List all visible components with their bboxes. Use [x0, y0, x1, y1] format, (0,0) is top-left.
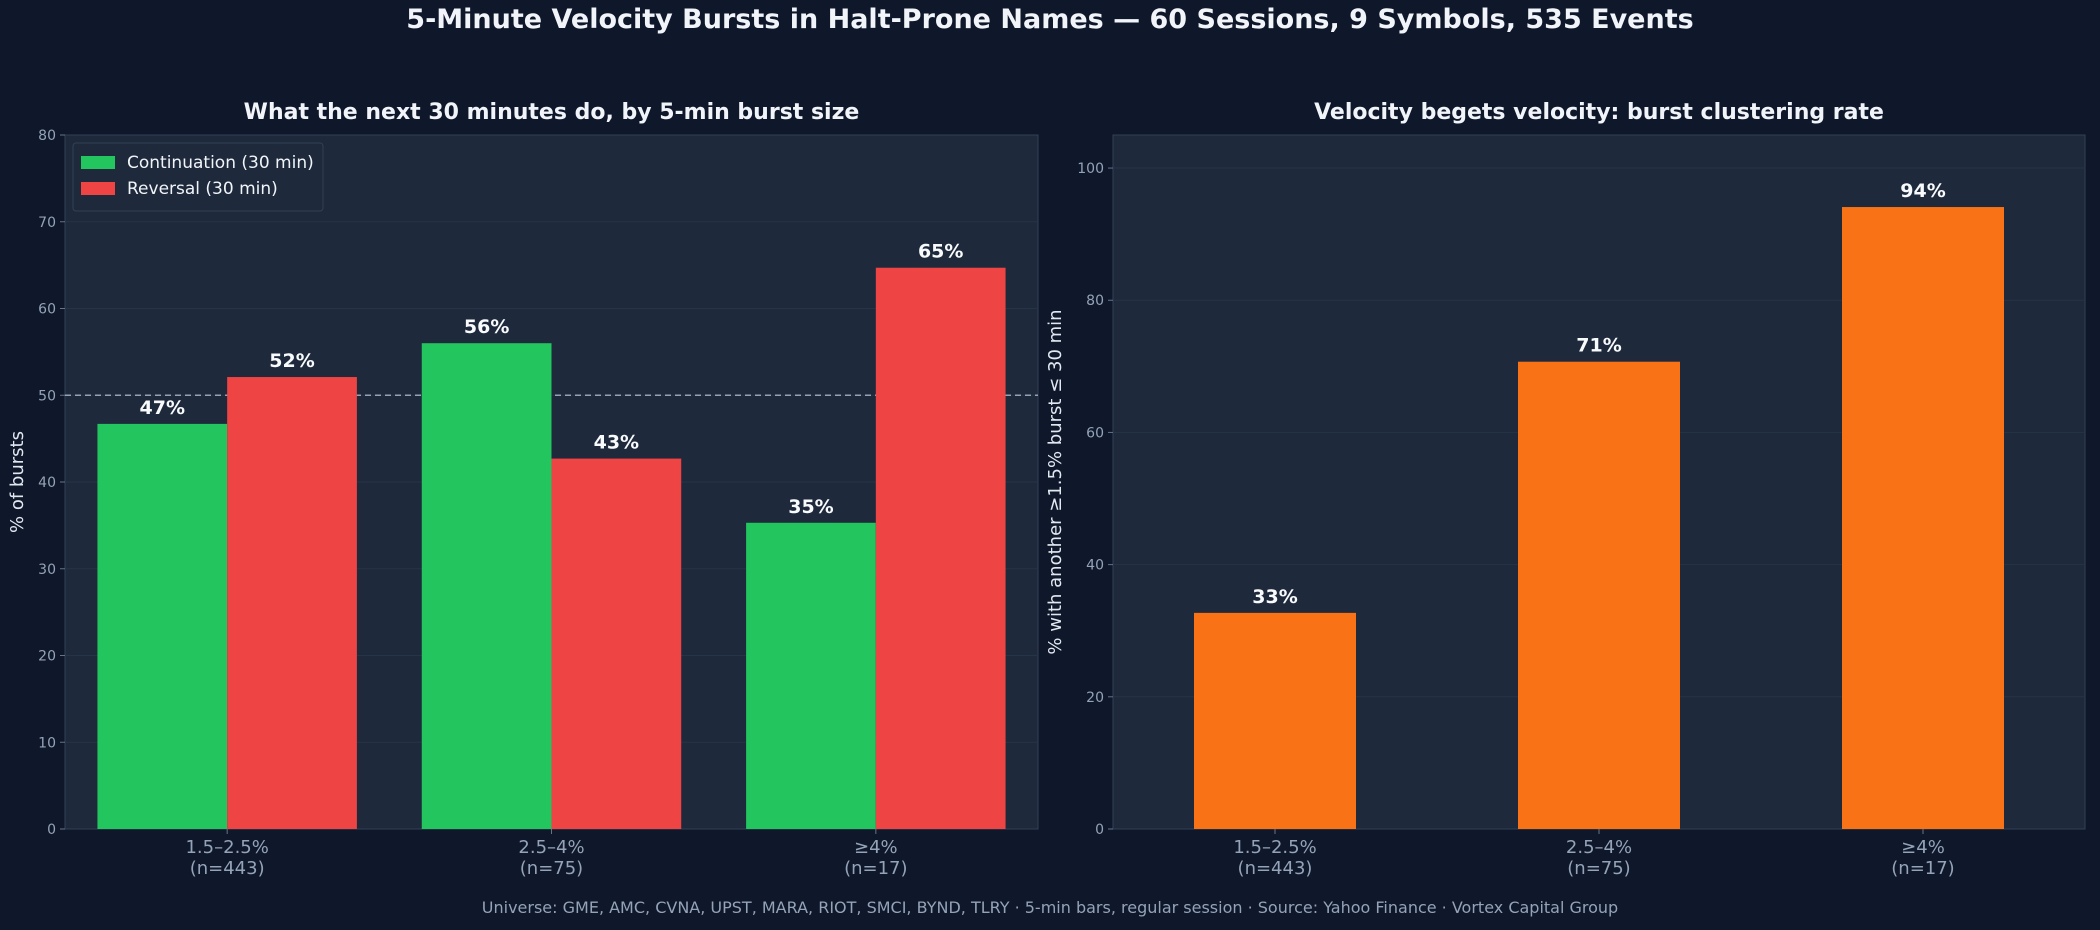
legend-entry: Reversal (30 min)	[127, 179, 278, 199]
bar-value-label: 56%	[464, 316, 509, 338]
x-tick-label: ≥4% (n=17)	[844, 837, 907, 879]
bar	[551, 458, 682, 829]
chart-title: What the next 30 minutes do, by 5-min bu…	[244, 100, 860, 125]
x-tick-label: 2.5–4% (n=75)	[1566, 837, 1632, 879]
legend-swatch	[81, 182, 115, 195]
bar	[97, 423, 228, 829]
bar-value-label: 65%	[918, 241, 963, 263]
bar-value-label: 35%	[788, 496, 833, 518]
bar-value-label: 33%	[1252, 586, 1297, 608]
x-tick-label: ≥4% (n=17)	[1891, 837, 1954, 879]
y-tick-label: 40	[1086, 558, 1104, 574]
y-tick-label: 0	[47, 822, 56, 838]
bar-value-label: 71%	[1576, 335, 1621, 357]
bar-value-label: 52%	[269, 350, 314, 372]
left-chart: What the next 30 minutes do, by 5-min bu…	[7, 100, 1039, 879]
y-tick-label: 80	[38, 128, 56, 144]
bar	[1842, 207, 2004, 829]
y-tick-label: 60	[38, 302, 56, 318]
right-chart: Velocity begets velocity: burst clusteri…	[1045, 100, 2086, 879]
y-axis-label: % with another ≥1.5% burst ≤ 30 min	[1045, 309, 1066, 654]
bar	[746, 522, 876, 829]
bar	[227, 377, 357, 829]
y-tick-label: 60	[1086, 425, 1104, 441]
figure-title: 5-Minute Velocity Bursts in Halt-Prone N…	[406, 4, 1694, 35]
y-tick-label: 20	[38, 649, 56, 665]
y-tick-label: 0	[1095, 822, 1104, 838]
footer-note: Universe: GME, AMC, CVNA, UPST, MARA, RI…	[481, 898, 1619, 917]
x-tick-label: 1.5–2.5% (n=443)	[1233, 837, 1316, 879]
y-tick-label: 30	[38, 562, 56, 578]
y-tick-label: 70	[38, 215, 56, 231]
bar-value-label: 43%	[594, 432, 639, 454]
bar-value-label: 47%	[140, 397, 185, 419]
y-tick-label: 40	[38, 475, 56, 491]
bar	[1518, 361, 1680, 829]
y-tick-label: 10	[38, 735, 56, 751]
bar-value-label: 94%	[1900, 180, 1945, 202]
legend-swatch	[81, 156, 115, 169]
legend-entry: Continuation (30 min)	[127, 153, 314, 173]
x-tick-label: 2.5–4% (n=75)	[518, 837, 584, 879]
x-tick-label: 1.5–2.5% (n=443)	[185, 837, 268, 879]
y-tick-label: 80	[1086, 293, 1104, 309]
bar	[875, 267, 1006, 829]
y-axis-label: % of bursts	[7, 431, 28, 533]
legend-box	[72, 142, 324, 212]
bar	[1194, 612, 1356, 829]
y-tick-label: 20	[1086, 690, 1104, 706]
bar	[421, 343, 552, 829]
chart-title: Velocity begets velocity: burst clusteri…	[1314, 100, 1884, 125]
y-tick-label: 100	[1077, 161, 1104, 177]
y-tick-label: 50	[38, 388, 56, 404]
